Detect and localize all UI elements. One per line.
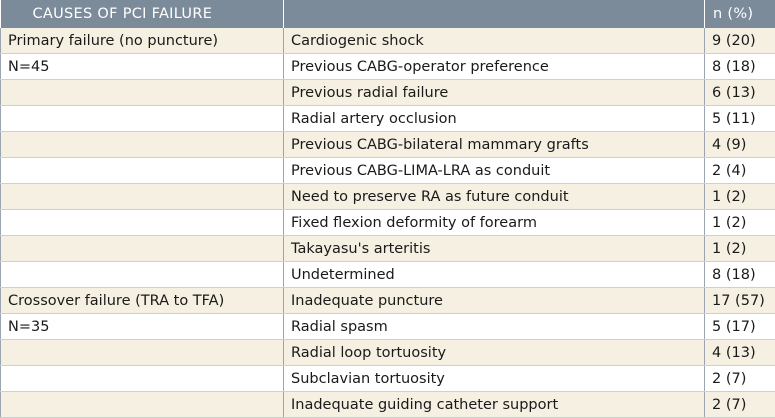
group-cell bbox=[1, 236, 284, 262]
cause-cell: Fixed flexion deformity of forearm bbox=[284, 210, 705, 236]
cause-cell: Previous CABG-operator preference bbox=[284, 54, 705, 80]
cause-cell: Subclavian tortuosity bbox=[284, 366, 705, 392]
count-cell: 8 (18) bbox=[705, 262, 775, 288]
group-cell bbox=[1, 158, 284, 184]
cause-cell: Cardiogenic shock bbox=[284, 28, 705, 54]
group-cell: N=45 bbox=[1, 54, 284, 80]
header-n-percent: n (%) bbox=[705, 0, 775, 28]
group-cell bbox=[1, 80, 284, 106]
table-row: Primary failure (no puncture)Cardiogenic… bbox=[1, 28, 775, 54]
group-cell bbox=[1, 184, 284, 210]
cause-cell: Inadequate puncture bbox=[284, 288, 705, 314]
cause-cell: Radial loop tortuosity bbox=[284, 340, 705, 366]
group-cell bbox=[1, 132, 284, 158]
cause-cell: Previous CABG-bilateral mammary grafts bbox=[284, 132, 705, 158]
cause-cell: Undetermined bbox=[284, 262, 705, 288]
count-cell: 1 (2) bbox=[705, 236, 775, 262]
cause-cell: Radial spasm bbox=[284, 314, 705, 340]
count-cell: 5 (11) bbox=[705, 106, 775, 132]
count-cell: 17 (57) bbox=[705, 288, 775, 314]
count-cell: 4 (9) bbox=[705, 132, 775, 158]
count-cell: 1 (2) bbox=[705, 184, 775, 210]
count-cell: 5 (17) bbox=[705, 314, 775, 340]
cause-cell: Radial artery occlusion bbox=[284, 106, 705, 132]
count-cell: 1 (2) bbox=[705, 210, 775, 236]
count-cell: 2 (4) bbox=[705, 158, 775, 184]
group-cell bbox=[1, 262, 284, 288]
cause-cell: Inadequate guiding catheter support bbox=[284, 392, 705, 418]
group-cell bbox=[1, 392, 284, 418]
cause-cell: Previous CABG-LIMA-LRA as conduit bbox=[284, 158, 705, 184]
cause-cell: Takayasu's arteritis bbox=[284, 236, 705, 262]
count-cell: 6 (13) bbox=[705, 80, 775, 106]
table-row: Crossover failure (TRA to TFA)Inadequate… bbox=[1, 288, 775, 314]
group-cell bbox=[1, 366, 284, 392]
group-cell: N=35 bbox=[1, 314, 284, 340]
count-cell: 8 (18) bbox=[705, 54, 775, 80]
table-body: Primary failure (no puncture)Cardiogenic… bbox=[1, 28, 775, 418]
group-cell: Crossover failure (TRA to TFA) bbox=[1, 288, 284, 314]
group-cell bbox=[1, 106, 284, 132]
count-cell: 9 (20) bbox=[705, 28, 775, 54]
cause-cell: Previous radial failure bbox=[284, 80, 705, 106]
count-cell: 4 (13) bbox=[705, 340, 775, 366]
count-cell: 2 (7) bbox=[705, 366, 775, 392]
header-causes: CAUSES OF PCI FAILURE bbox=[1, 0, 284, 28]
cause-cell: Need to preserve RA as future conduit bbox=[284, 184, 705, 210]
group-cell: Primary failure (no puncture) bbox=[1, 28, 284, 54]
header-blank bbox=[284, 0, 705, 28]
count-cell: 2 (7) bbox=[705, 392, 775, 418]
group-cell bbox=[1, 340, 284, 366]
header-row: CAUSES OF PCI FAILURE n (%) bbox=[1, 0, 775, 28]
table-header: CAUSES OF PCI FAILURE n (%) bbox=[1, 0, 775, 28]
group-cell bbox=[1, 210, 284, 236]
